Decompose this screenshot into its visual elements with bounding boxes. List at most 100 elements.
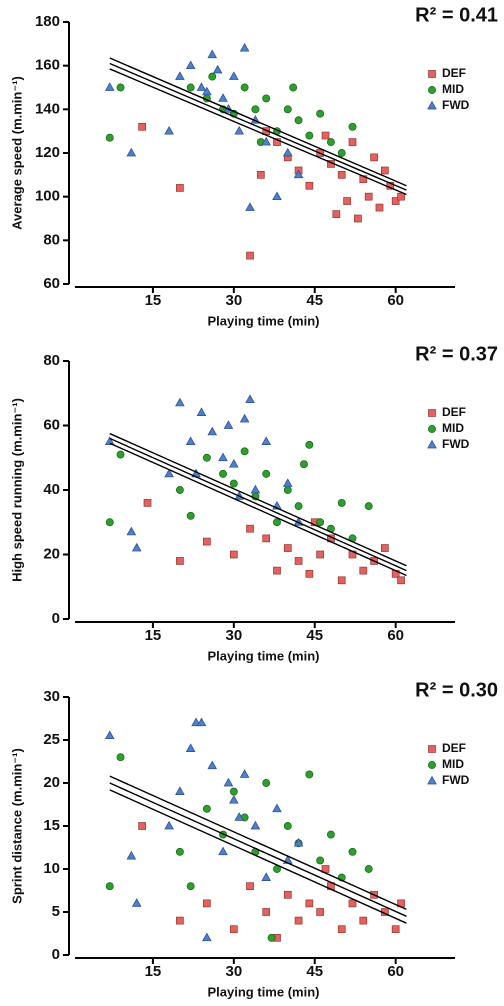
marker-circle — [175, 847, 184, 856]
marker-triangle — [427, 775, 437, 785]
regression-line — [109, 68, 407, 196]
marker-triangle — [218, 846, 228, 856]
legend-label: MID — [442, 421, 464, 435]
marker-circle — [364, 865, 373, 873]
marker-square — [256, 170, 265, 179]
marker-circle — [283, 105, 292, 114]
marker-square — [273, 566, 281, 575]
marker-circle — [251, 105, 260, 114]
marker-square — [348, 138, 357, 146]
x-axis-label: Playing time (min) — [208, 313, 320, 328]
marker-triangle — [261, 136, 271, 146]
legend-label: FWD — [442, 437, 470, 451]
marker-triangle — [126, 526, 137, 536]
regression-line — [109, 437, 407, 572]
marker-triangle — [207, 49, 218, 59]
marker-circle — [262, 779, 271, 787]
marker-square — [138, 822, 146, 830]
marker-triangle — [104, 82, 115, 91]
marker-square — [381, 544, 389, 552]
marker-triangle — [261, 872, 271, 881]
marker-triangle — [164, 125, 174, 135]
marker-triangle — [212, 64, 223, 74]
marker-square — [143, 499, 152, 507]
x-tick-label: 45 — [306, 292, 323, 309]
marker-triangle — [229, 458, 239, 468]
marker-triangle — [185, 436, 196, 445]
marker-triangle — [234, 812, 245, 821]
marker-square — [176, 916, 184, 925]
y-tick-label: 160 — [35, 57, 60, 74]
marker-triangle — [229, 71, 239, 80]
marker-circle — [428, 761, 436, 769]
marker-circle — [116, 450, 125, 459]
marker-triangle — [223, 420, 234, 429]
marker-circle — [305, 440, 314, 449]
marker-triangle — [196, 407, 207, 416]
marker-square — [397, 192, 405, 201]
marker-square — [391, 925, 400, 934]
x-tick-label: 45 — [306, 627, 323, 644]
marker-square — [176, 557, 184, 565]
annotation: R² = 0.30 — [415, 679, 498, 701]
marker-circle — [316, 856, 325, 865]
marker-triangle — [229, 794, 239, 804]
marker-triangle — [175, 71, 185, 80]
y-axis-label: High speed running (m.min⁻¹) — [9, 398, 24, 582]
regression-line — [109, 57, 407, 187]
marker-circle — [305, 770, 314, 779]
marker-square — [262, 908, 271, 916]
marker-circle — [428, 425, 436, 433]
marker-square — [138, 122, 146, 131]
y-tick-label: 60 — [43, 275, 60, 292]
marker-circle — [105, 133, 114, 142]
marker-circle — [240, 83, 249, 92]
marker-square — [364, 192, 373, 201]
marker-square — [428, 70, 436, 78]
y-tick-label: 20 — [43, 774, 60, 791]
y-axis-label: Sprint distance (m.min⁻¹) — [9, 748, 24, 904]
x-tick-label: 30 — [225, 627, 242, 644]
x-tick-label: 15 — [145, 963, 162, 980]
marker-triangle — [272, 191, 282, 201]
y-tick-label: 80 — [43, 231, 60, 248]
marker-square — [229, 550, 238, 559]
y-tick-label: 25 — [43, 731, 60, 748]
legend-label: DEF — [442, 66, 466, 80]
regression-line — [109, 62, 407, 191]
marker-circle — [202, 804, 211, 813]
annotation: R² = 0.37 — [415, 343, 498, 365]
marker-circle — [262, 94, 271, 103]
marker-square — [428, 409, 436, 417]
y-tick-label: 20 — [43, 545, 60, 562]
y-tick-label: 5 — [52, 903, 60, 920]
marker-circle — [219, 469, 227, 478]
marker-triangle — [175, 397, 185, 407]
marker-triangle — [293, 837, 304, 847]
marker-triangle — [282, 478, 293, 487]
marker-circle — [428, 86, 436, 94]
marker-square — [321, 131, 330, 140]
marker-triangle — [202, 86, 212, 96]
marker-triangle — [239, 42, 250, 52]
marker-triangle — [293, 169, 304, 179]
marker-triangle — [131, 542, 142, 552]
marker-circle — [262, 469, 271, 478]
marker-square — [397, 576, 405, 585]
marker-triangle — [131, 898, 142, 907]
marker-square — [359, 566, 368, 575]
marker-triangle — [261, 436, 271, 445]
y-tick-label: 60 — [43, 416, 60, 433]
marker-circle — [294, 502, 303, 511]
marker-circle — [283, 822, 292, 830]
marker-triangle — [207, 760, 218, 770]
chart-panel: 0 5 10 15 20 25 30 15 30 45 60 Playing time (min) Sp… — [9, 679, 498, 999]
marker-triangle — [104, 730, 115, 740]
marker-circle — [105, 518, 114, 527]
marker-square — [316, 550, 324, 559]
marker-circle — [267, 933, 276, 942]
marker-circle — [229, 479, 238, 488]
x-axis-label: Playing time (min) — [208, 984, 320, 999]
marker-square — [203, 899, 211, 908]
marker-circle — [364, 502, 373, 511]
